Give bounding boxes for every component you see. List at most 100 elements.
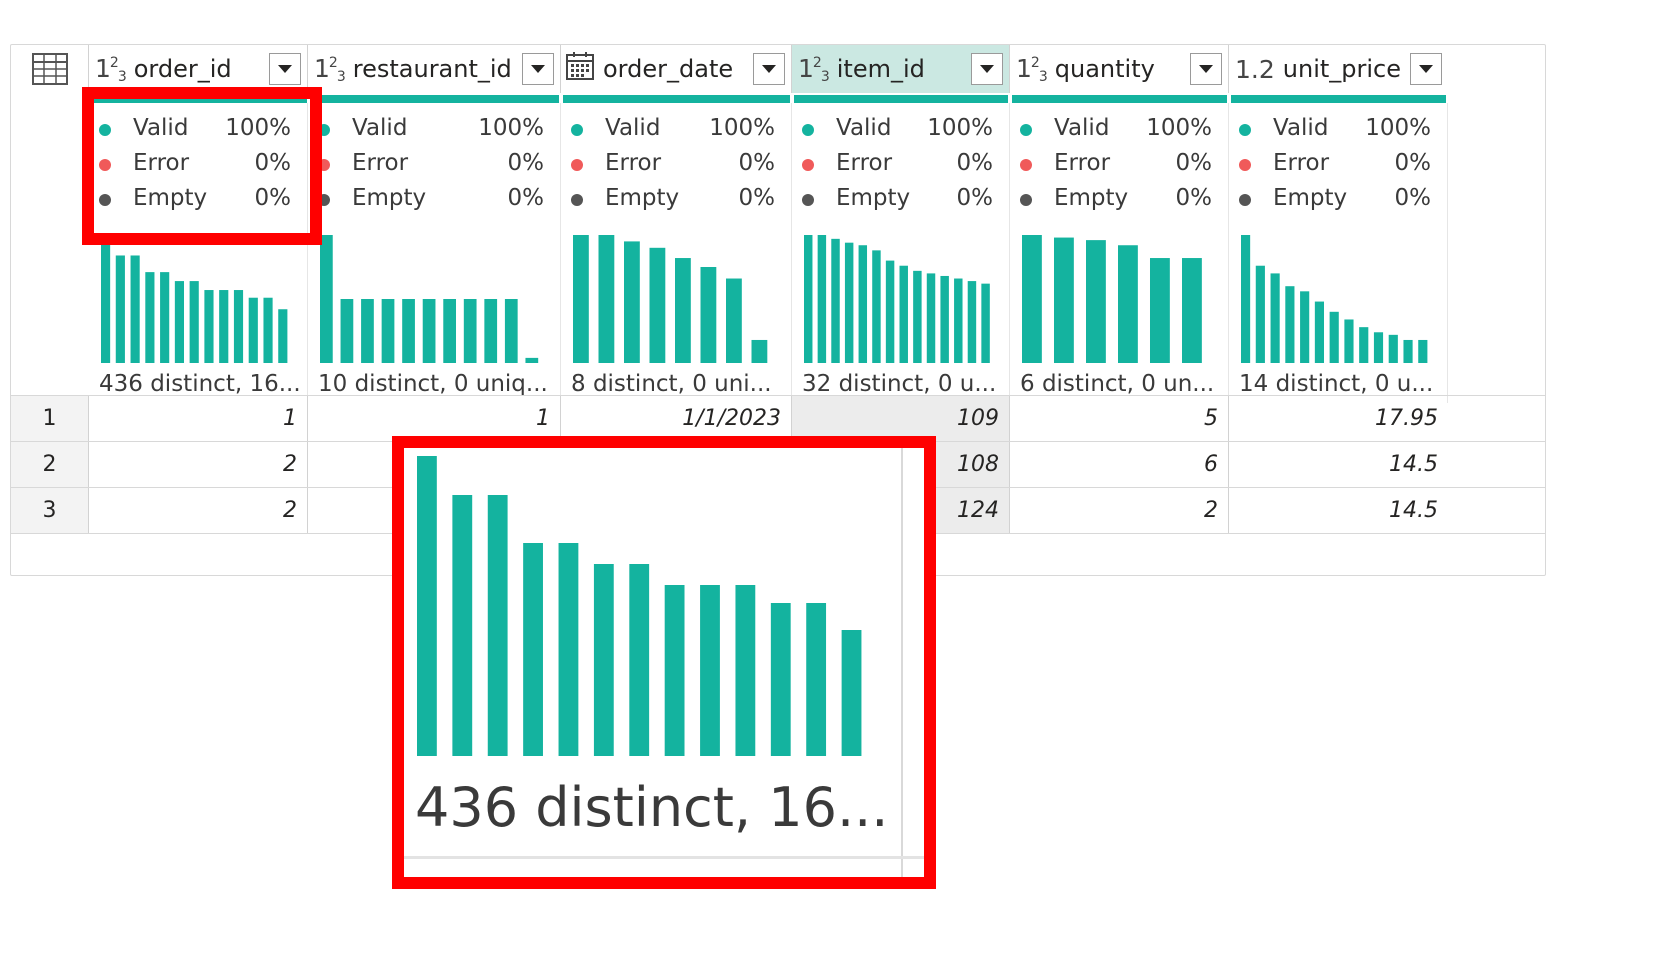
- distribution-bar[interactable]: [233, 290, 244, 363]
- distribution-bar[interactable]: [954, 278, 963, 363]
- row-number[interactable]: 2: [11, 442, 89, 487]
- whole-number-type-icon[interactable]: 123: [1016, 53, 1048, 85]
- decimal-type-icon[interactable]: 1.2: [1235, 54, 1275, 84]
- value-distribution-chart[interactable]: [1022, 235, 1214, 363]
- distribution-bar[interactable]: [484, 299, 498, 363]
- column-profile-item-id[interactable]: Valid 100% Error 0% Empty 0% 32 distinct, 0 u.…: [792, 103, 1010, 403]
- distribution-bar[interactable]: [145, 272, 155, 363]
- table-row[interactable]: 1 1 1 1/1/2023 109 5 17.95: [11, 395, 1545, 442]
- distribution-bar[interactable]: [885, 260, 895, 363]
- distribution-bar[interactable]: [320, 235, 333, 363]
- distribution-bar[interactable]: [1300, 291, 1310, 363]
- distribution-bar[interactable]: [751, 339, 768, 363]
- distribution-bar[interactable]: [361, 299, 374, 363]
- column-profile-order-id[interactable]: Valid 100% Error 0% Empty 0% 436 distinct, 16.…: [89, 103, 308, 403]
- distribution-bar[interactable]: [130, 255, 140, 363]
- distribution-bar[interactable]: [1388, 334, 1398, 363]
- column-header-unit-price[interactable]: 1.2 unit_price: [1229, 45, 1448, 93]
- distribution-bar[interactable]: [1255, 265, 1265, 363]
- distribution-bar[interactable]: [381, 299, 395, 363]
- value-distribution-chart[interactable]: [1241, 235, 1433, 363]
- distribution-bar[interactable]: [649, 247, 666, 363]
- column-filter-dropdown-button[interactable]: [269, 53, 301, 85]
- table-cell-item-id[interactable]: 109: [792, 396, 1010, 441]
- column-header-order-id[interactable]: 123 order_id: [89, 45, 308, 93]
- distribution-bar[interactable]: [1118, 245, 1138, 363]
- table-cell-order-date[interactable]: 1/1/2023: [561, 396, 792, 441]
- column-filter-dropdown-button[interactable]: [1190, 53, 1222, 85]
- distribution-bar[interactable]: [624, 241, 640, 363]
- table-cell-order-id[interactable]: 1: [89, 396, 308, 441]
- column-filter-dropdown-button[interactable]: [971, 53, 1003, 85]
- distribution-bar[interactable]: [504, 299, 518, 363]
- distribution-bar[interactable]: [1053, 237, 1074, 363]
- distribution-bar[interactable]: [573, 235, 589, 363]
- table-cell-restaurant-id[interactable]: 1: [308, 396, 561, 441]
- distribution-bar[interactable]: [675, 258, 691, 363]
- table-cell-quantity[interactable]: 2: [1010, 488, 1229, 533]
- distribution-bar[interactable]: [967, 281, 977, 363]
- distribution-bar[interactable]: [1022, 235, 1042, 363]
- distribution-bar[interactable]: [463, 299, 477, 363]
- distribution-bar[interactable]: [831, 238, 840, 363]
- distribution-bar[interactable]: [598, 235, 615, 363]
- column-profile-unit-price[interactable]: Valid 100% Error 0% Empty 0% 14 distinct, 0 u.…: [1229, 103, 1448, 403]
- distribution-bar[interactable]: [1344, 319, 1354, 363]
- table-cell-unit-price[interactable]: 17.95: [1375, 406, 1438, 431]
- distribution-bar[interactable]: [402, 299, 415, 363]
- distribution-bar[interactable]: [858, 245, 868, 363]
- table-cell-unit-price[interactable]: 14.5: [1389, 498, 1438, 523]
- column-profile-restaurant-id[interactable]: Valid 100% Error 0% Empty 0% 10 distinct, 0 un…: [308, 103, 561, 403]
- distribution-bar[interactable]: [872, 250, 881, 363]
- distribution-bar[interactable]: [1359, 327, 1369, 363]
- value-distribution-chart[interactable]: [804, 235, 995, 363]
- whole-number-type-icon[interactable]: 123: [798, 53, 830, 85]
- distribution-bar[interactable]: [1149, 258, 1170, 363]
- distribution-bar[interactable]: [443, 299, 457, 363]
- column-profile-quantity[interactable]: Valid 100% Error 0% Empty 0% 6 distinct, 0 un.…: [1010, 103, 1229, 403]
- value-distribution-chart[interactable]: [320, 235, 546, 363]
- distribution-bar[interactable]: [940, 275, 949, 363]
- distribution-bar[interactable]: [189, 281, 199, 363]
- distribution-bar[interactable]: [248, 297, 258, 363]
- column-profile-order-date[interactable]: Valid 100% Error 0% Empty 0% 8 distinct, 0 uni…: [561, 103, 792, 403]
- distribution-bar[interactable]: [1329, 311, 1339, 363]
- distribution-bar[interactable]: [817, 235, 827, 363]
- column-header-item-id[interactable]: 123 item_id: [792, 45, 1010, 93]
- distribution-bar[interactable]: [1418, 339, 1428, 363]
- distribution-bar[interactable]: [804, 235, 813, 363]
- distribution-bar[interactable]: [278, 309, 288, 363]
- column-filter-dropdown-button[interactable]: [753, 53, 785, 85]
- distribution-bar[interactable]: [115, 255, 125, 363]
- table-options-button[interactable]: [11, 45, 89, 93]
- table-cell-quantity[interactable]: 5: [1010, 396, 1229, 441]
- distribution-bar[interactable]: [1373, 332, 1384, 363]
- distribution-bar[interactable]: [899, 265, 908, 363]
- table-cell-unit-price[interactable]: 14.5: [1389, 452, 1438, 477]
- column-header-restaurant-id[interactable]: 123 restaurant_id: [308, 45, 561, 93]
- column-header-order-date[interactable]: order_date: [561, 45, 792, 93]
- whole-number-type-icon[interactable]: 123: [314, 53, 346, 85]
- distribution-bar[interactable]: [1403, 339, 1413, 363]
- table-cell-order-id[interactable]: 2: [89, 488, 308, 533]
- distribution-bar[interactable]: [219, 290, 229, 363]
- distribution-bar[interactable]: [174, 281, 185, 363]
- distribution-bar[interactable]: [525, 357, 539, 363]
- row-number[interactable]: 1: [11, 396, 89, 441]
- distribution-bar[interactable]: [101, 235, 111, 363]
- row-number[interactable]: 3: [11, 488, 89, 533]
- whole-number-type-icon[interactable]: 123: [95, 53, 127, 85]
- distribution-bar[interactable]: [422, 299, 436, 363]
- value-distribution-chart[interactable]: [101, 235, 293, 363]
- column-filter-dropdown-button[interactable]: [1410, 53, 1442, 85]
- distribution-bar[interactable]: [160, 272, 170, 363]
- distribution-bar[interactable]: [726, 278, 742, 363]
- distribution-bar[interactable]: [204, 290, 214, 363]
- distribution-bar[interactable]: [1285, 286, 1295, 363]
- distribution-bar[interactable]: [1241, 235, 1251, 363]
- distribution-bar[interactable]: [913, 270, 922, 363]
- table-cell-order-id[interactable]: 2: [89, 442, 308, 487]
- distribution-bar[interactable]: [700, 267, 717, 363]
- distribution-bar[interactable]: [340, 299, 354, 363]
- distribution-bar[interactable]: [263, 297, 273, 363]
